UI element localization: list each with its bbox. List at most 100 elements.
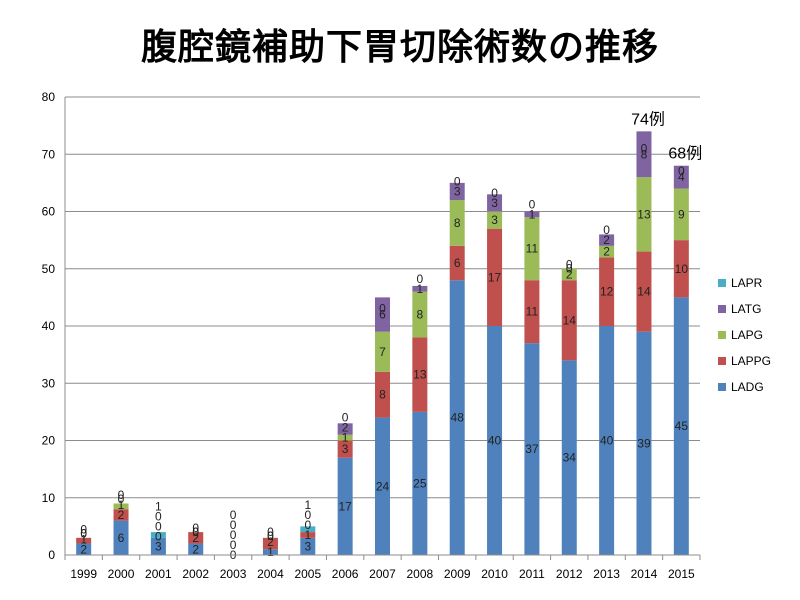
- data-label: 0: [80, 526, 87, 540]
- data-label: 0: [155, 519, 162, 533]
- legend-swatch: [718, 357, 726, 365]
- data-label: 14: [637, 285, 651, 299]
- data-label: 0: [342, 411, 349, 425]
- data-label: 1: [304, 498, 311, 512]
- bar-segment: [412, 285, 428, 292]
- x-tick-label: 2012: [556, 567, 583, 581]
- data-label: 8: [379, 388, 386, 402]
- total-annotation: 74例: [631, 110, 665, 128]
- bar-segment: [524, 280, 540, 344]
- x-tick-label: 1999: [70, 567, 97, 581]
- data-label: 0: [192, 525, 199, 539]
- data-label: 0: [80, 526, 87, 540]
- data-label: 11: [526, 242, 539, 256]
- data-label: 0: [80, 522, 87, 536]
- bar-segment: [412, 411, 428, 555]
- data-label: 0: [267, 529, 274, 543]
- data-label: 2: [267, 535, 274, 549]
- bar-segment: [76, 537, 92, 544]
- data-label: 0: [566, 261, 573, 275]
- data-label: 13: [637, 207, 651, 221]
- y-tick-label: 80: [42, 90, 56, 104]
- legend-swatch: [718, 331, 726, 339]
- data-label: 2: [118, 508, 125, 522]
- data-label: 0: [304, 518, 311, 532]
- data-label: 40: [600, 434, 614, 448]
- x-tick-label: 2015: [668, 567, 695, 581]
- y-tick-label: 60: [42, 205, 56, 219]
- bar-segment: [375, 331, 390, 372]
- data-label: 0: [155, 529, 162, 543]
- data-label: 8: [417, 308, 424, 322]
- data-label: 0: [603, 223, 610, 237]
- x-tick-label: 2006: [332, 567, 359, 581]
- data-label: 0: [230, 538, 237, 552]
- bar-segment: [412, 291, 428, 338]
- bar-segment: [188, 532, 204, 544]
- data-label: 0: [379, 302, 386, 316]
- data-label: 2: [80, 542, 87, 556]
- y-tick-label: 70: [42, 147, 56, 161]
- bar-segment: [262, 537, 278, 550]
- x-tick-label: 2009: [444, 567, 471, 581]
- data-label: 0: [230, 518, 237, 532]
- bar-segment: [76, 543, 92, 555]
- data-label: 1: [118, 498, 125, 512]
- data-label: 0: [230, 528, 237, 542]
- data-label: 0: [192, 521, 199, 535]
- data-label: 0: [491, 186, 498, 200]
- data-label: 0: [192, 525, 199, 539]
- legend: LAPR LATG LAPG LAPPG LADG: [718, 276, 771, 394]
- legend-swatch: [718, 383, 726, 391]
- bar-segment: [673, 297, 689, 555]
- x-tick-label: 2005: [294, 567, 321, 581]
- data-label: 3: [491, 213, 498, 227]
- data-label: 0: [678, 164, 685, 178]
- bar-segment: [113, 520, 129, 555]
- legend-label: LAPPG: [731, 354, 771, 368]
- bar-segment: [300, 526, 316, 533]
- bar-segment: [337, 423, 353, 435]
- bar-segment: [599, 245, 615, 258]
- bar-segment: [561, 360, 577, 555]
- data-label: 2: [603, 233, 610, 247]
- bar-segment: [636, 131, 652, 178]
- data-label: 1: [267, 545, 274, 559]
- data-label: 3: [454, 184, 461, 198]
- data-label: 2: [566, 267, 573, 281]
- chart-title: 腹腔鏡補助下胃切除術数の推移: [140, 27, 659, 68]
- bar-segment: [337, 434, 353, 441]
- data-label: 0: [230, 508, 237, 522]
- data-label: 2: [192, 542, 199, 556]
- x-tick-label: 2010: [481, 567, 508, 581]
- data-label: 0: [529, 197, 536, 211]
- bar-segment: [449, 245, 465, 281]
- x-tick-label: 2014: [631, 567, 658, 581]
- data-label: 12: [600, 285, 614, 299]
- data-label: 45: [675, 419, 689, 433]
- legend-label: LAPR: [731, 276, 763, 290]
- bar-segment: [599, 326, 615, 555]
- y-tick-label: 40: [42, 319, 56, 333]
- x-tick-label: 2002: [182, 567, 209, 581]
- data-label: 40: [488, 434, 502, 448]
- data-label: 0: [118, 488, 125, 502]
- x-tick-label: 2007: [369, 567, 396, 581]
- data-label: 3: [304, 539, 311, 553]
- data-label: 8: [454, 216, 461, 230]
- data-label: 0: [417, 272, 424, 286]
- data-label: 24: [376, 479, 390, 493]
- bar-segment: [524, 217, 540, 281]
- bar-segment: [375, 417, 390, 555]
- data-label: 11: [526, 305, 539, 319]
- bar-segment: [487, 194, 503, 212]
- x-tick-label: 2000: [108, 567, 135, 581]
- data-label: 10: [675, 262, 689, 276]
- data-label: 17: [338, 499, 352, 513]
- bar-segment: [375, 297, 390, 332]
- bar-segment: [524, 343, 540, 555]
- data-label: 2: [603, 245, 610, 259]
